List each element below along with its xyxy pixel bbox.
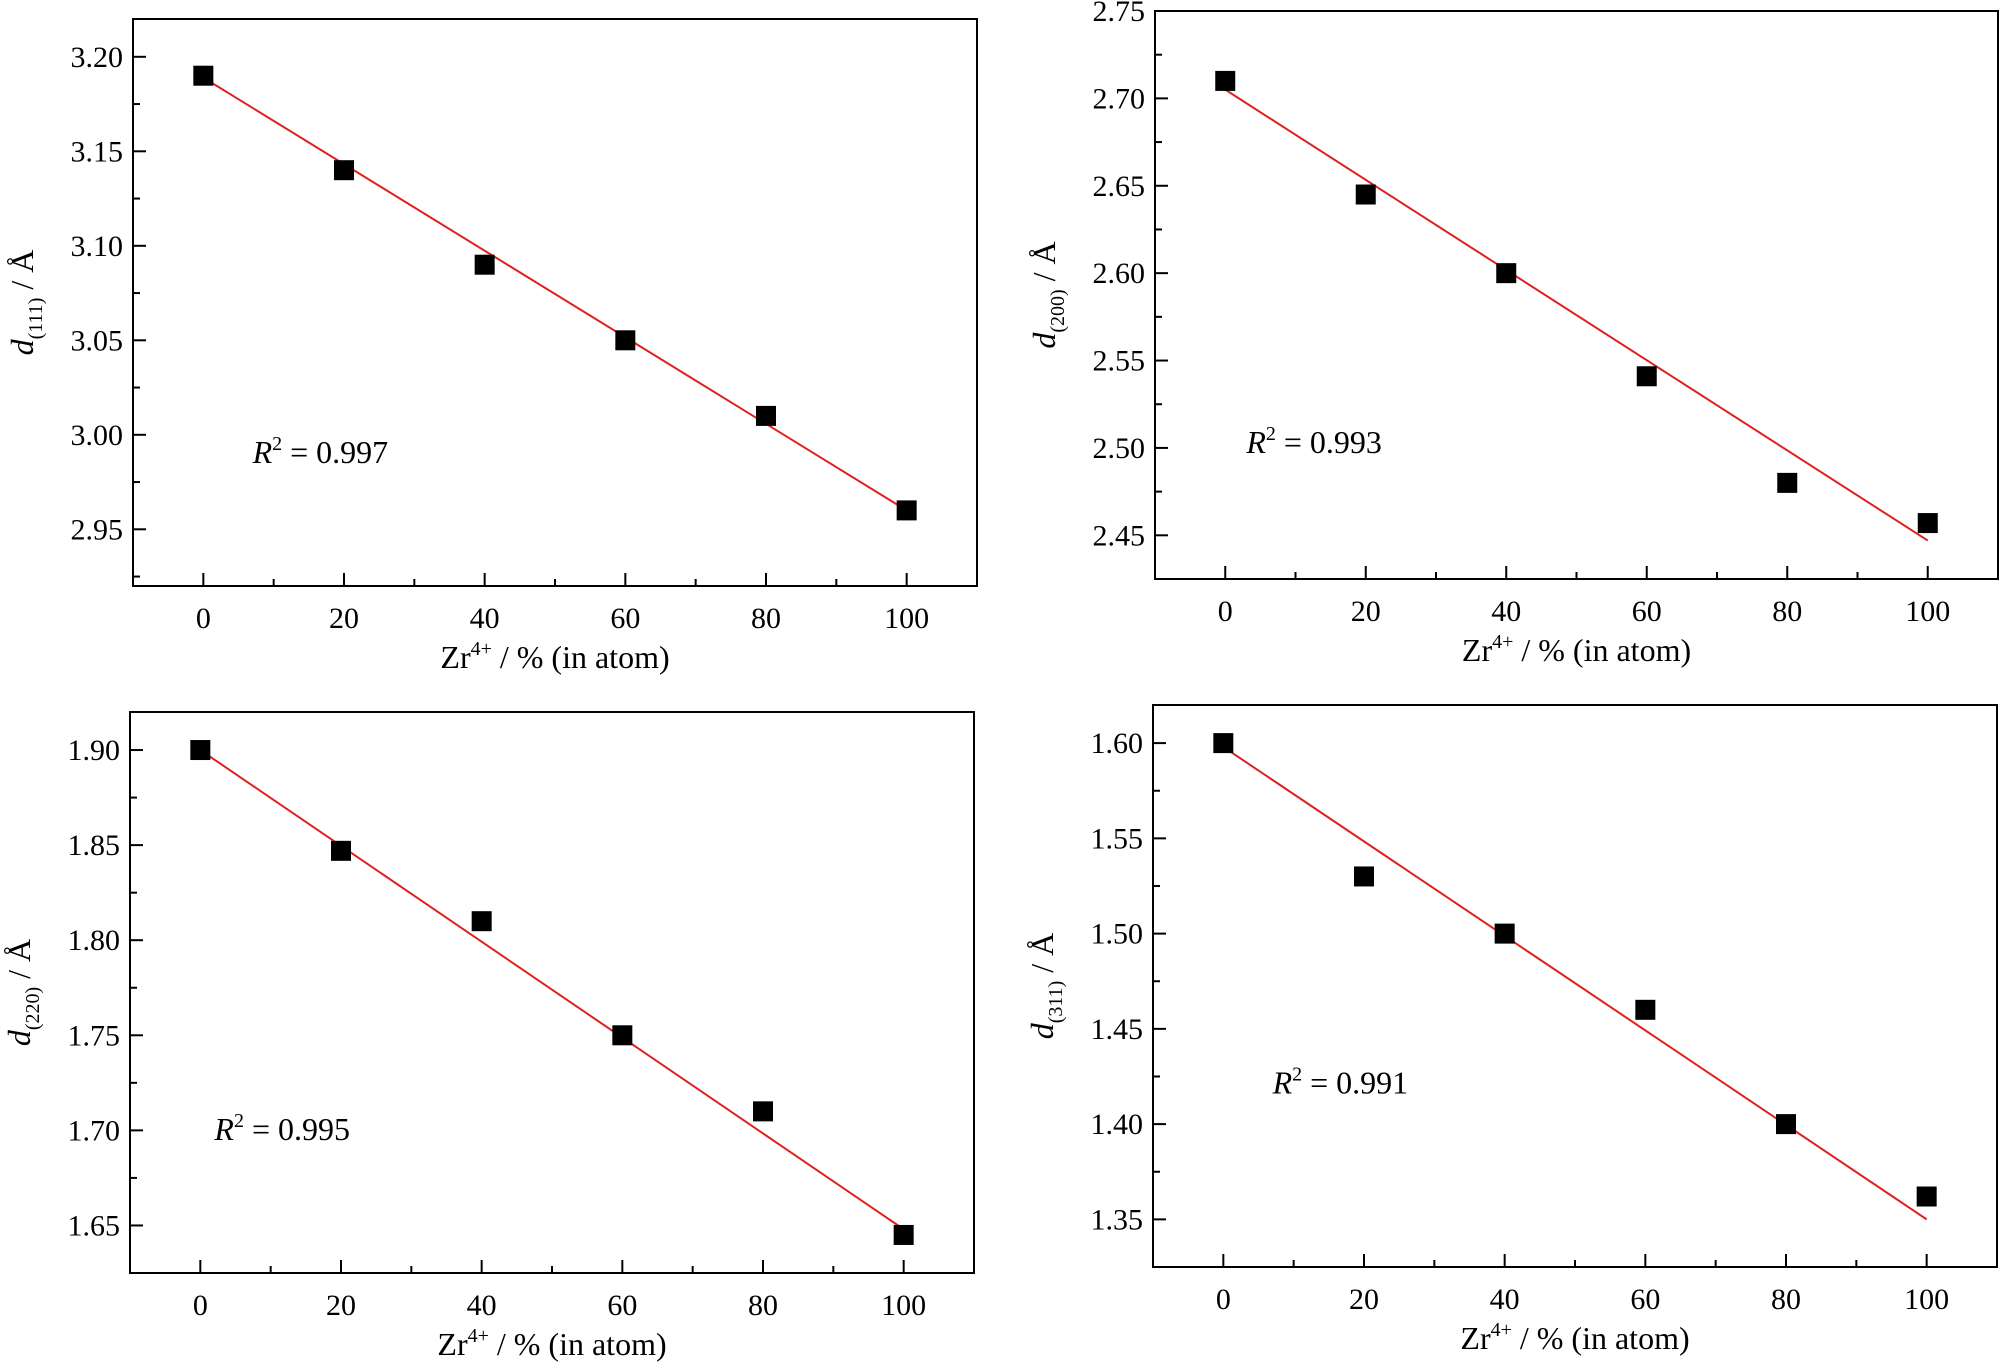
plot-frame xyxy=(129,711,975,1274)
data-point xyxy=(753,1101,773,1122)
data-point xyxy=(334,160,354,181)
x-axis-label: Zr4+ / % (in atom) xyxy=(1460,1319,1689,1356)
plot-frame xyxy=(132,18,978,587)
data-point xyxy=(1916,1186,1937,1207)
x-axis-label: Zr4+ / % (in atom) xyxy=(437,1325,666,1362)
x-axis-label: Zr4+ / % (in atom) xyxy=(1462,631,1691,668)
data-point xyxy=(474,254,495,275)
data-point xyxy=(193,65,214,86)
y-tick-label: 2.55 xyxy=(1093,345,1146,378)
x-tick-label: 20 xyxy=(1349,1283,1379,1316)
y-tick-label: 1.50 xyxy=(1091,918,1144,951)
x-tick-label: 40 xyxy=(467,1289,497,1322)
data-point xyxy=(896,500,917,521)
r-squared-annotation: R2 = 0.991 xyxy=(1272,1064,1409,1101)
y-tick-label: 1.40 xyxy=(1091,1108,1144,1141)
y-tick-label: 3.00 xyxy=(71,419,124,452)
x-tick-label: 40 xyxy=(470,602,500,635)
x-tick-label: 20 xyxy=(1351,595,1381,628)
y-tick-label: 1.85 xyxy=(68,829,121,862)
data-point xyxy=(1777,472,1798,493)
data-point xyxy=(756,405,776,426)
x-tick-label: 80 xyxy=(748,1289,778,1322)
data-point xyxy=(1354,866,1374,887)
x-tick-label: 100 xyxy=(881,1289,926,1322)
r-squared-annotation: R2 = 0.997 xyxy=(252,433,389,470)
x-tick-label: 60 xyxy=(1632,595,1662,628)
fit-line xyxy=(199,749,905,1231)
y-tick-label: 1.55 xyxy=(1091,822,1144,855)
plot-frame xyxy=(1154,10,1999,580)
data-point xyxy=(1917,513,1938,534)
r-squared-annotation: R2 = 0.993 xyxy=(1245,423,1382,460)
x-tick-label: 60 xyxy=(607,1289,637,1322)
y-axis-label: d(200) / Å xyxy=(1026,241,1069,348)
y-tick-label: 3.15 xyxy=(71,135,124,168)
data-point xyxy=(1496,263,1517,284)
x-tick-label: 60 xyxy=(610,602,640,635)
y-tick-label: 2.45 xyxy=(1093,519,1146,552)
y-tick-label: 1.65 xyxy=(68,1209,121,1242)
x-tick-label: 80 xyxy=(1772,595,1802,628)
x-tick-label: 60 xyxy=(1630,1283,1660,1316)
x-tick-label: 20 xyxy=(326,1289,356,1322)
data-point xyxy=(190,740,211,761)
data-point xyxy=(1494,923,1515,944)
y-tick-label: 1.90 xyxy=(68,734,121,767)
r-squared-annotation: R2 = 0.995 xyxy=(213,1110,350,1147)
y-tick-label: 1.60 xyxy=(1091,727,1144,760)
panel-d111: 0 20 40 60 80 100 2.95 3.00 3.05 3.10 3.15 3.20 Zr4+… xyxy=(4,18,978,675)
y-tick-label: 2.65 xyxy=(1093,170,1146,203)
data-point xyxy=(893,1224,914,1245)
fit-line xyxy=(1222,746,1928,1221)
y-tick-label: 1.75 xyxy=(68,1019,121,1052)
data-point xyxy=(331,840,351,861)
data-point xyxy=(1215,70,1236,91)
y-tick-label: 1.70 xyxy=(68,1114,121,1147)
y-axis-label: d(311) / Å xyxy=(1024,933,1067,1040)
data-point xyxy=(1635,999,1656,1020)
panel-d200: 0 20 40 60 80 100 2.45 2.50 2.55 2.60 2.65 2.70 2.75… xyxy=(1026,0,1999,668)
y-tick-label: 1.45 xyxy=(1091,1013,1144,1046)
y-tick-label: 2.60 xyxy=(1093,257,1146,290)
x-tick-label: 0 xyxy=(193,1289,208,1322)
y-tick-label: 3.05 xyxy=(71,324,124,357)
data-point xyxy=(1776,1114,1796,1135)
y-tick-label: 1.80 xyxy=(68,924,121,957)
y-tick-label: 3.10 xyxy=(71,230,124,263)
data-point xyxy=(612,1025,633,1046)
y-tick-label: 3.20 xyxy=(71,41,124,74)
y-tick-label: 2.95 xyxy=(71,513,124,546)
y-tick-label: 1.35 xyxy=(1091,1203,1144,1236)
data-point xyxy=(615,330,636,351)
y-tick-label: 2.75 xyxy=(1093,0,1146,28)
y-axis-label: d(111) / Å xyxy=(4,250,47,356)
data-point xyxy=(1355,184,1376,205)
x-tick-label: 100 xyxy=(1905,595,1950,628)
data-point xyxy=(471,911,492,932)
x-axis-label: Zr4+ / % (in atom) xyxy=(440,638,669,675)
fit-line xyxy=(202,76,908,512)
x-tick-label: 100 xyxy=(884,602,929,635)
x-tick-label: 20 xyxy=(329,602,359,635)
x-tick-label: 80 xyxy=(1771,1283,1801,1316)
x-tick-label: 80 xyxy=(751,602,781,635)
y-tick-label: 2.70 xyxy=(1093,82,1146,115)
panel-d220: 0 20 40 60 80 100 1.65 1.70 1.75 1.80 1.85 1.90 Zr4+… xyxy=(1,711,975,1362)
x-tick-label: 40 xyxy=(1490,1283,1520,1316)
y-tick-label: 2.50 xyxy=(1093,432,1146,465)
x-tick-label: 100 xyxy=(1904,1283,1949,1316)
x-tick-label: 0 xyxy=(1218,595,1233,628)
data-point xyxy=(1636,366,1657,387)
x-tick-label: 40 xyxy=(1491,595,1521,628)
x-tick-label: 0 xyxy=(1216,1283,1231,1316)
fit-line xyxy=(1224,88,1929,542)
data-point xyxy=(1213,733,1234,754)
y-axis-label: d(220) / Å xyxy=(1,939,44,1046)
panel-d311: 0 20 40 60 80 100 1.35 1.40 1.45 1.50 1.55 1.60 Zr4+… xyxy=(1024,704,1998,1356)
x-tick-label: 0 xyxy=(196,602,211,635)
